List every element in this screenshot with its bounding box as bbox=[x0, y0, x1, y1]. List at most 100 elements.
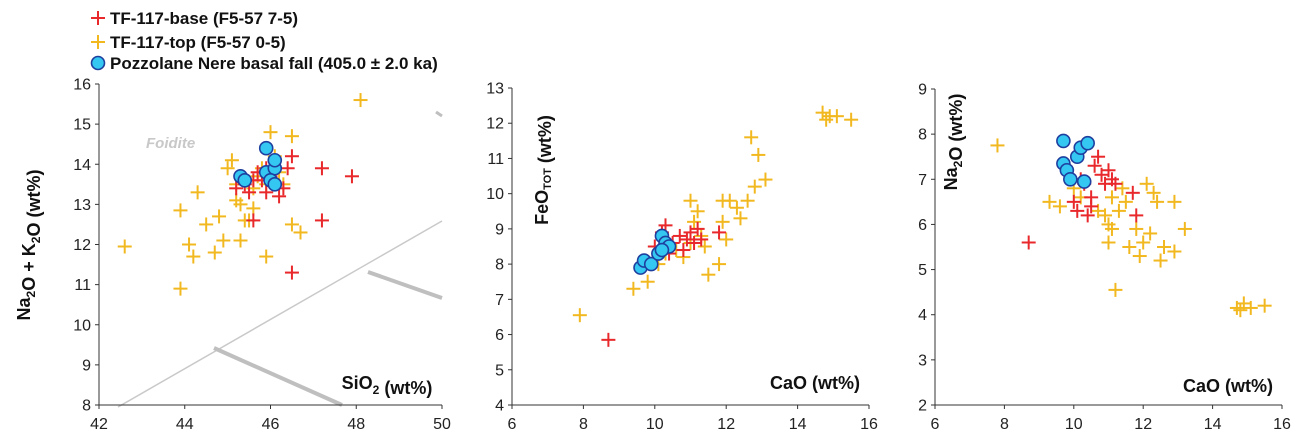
point-tf117-top bbox=[747, 179, 762, 194]
x-tick-label: 50 bbox=[433, 416, 451, 433]
y-tick-label: 13 bbox=[73, 197, 91, 214]
point-tf117-base bbox=[1070, 203, 1085, 218]
panel-feo-cao: 4 5 6 7 8 9 10 11 12 13 6 8 10 12 14 16 FeOTOT (wt%) CaO… bbox=[486, 81, 878, 434]
y-tick-label: 16 bbox=[73, 77, 91, 94]
y-tick-label: 8 bbox=[495, 257, 504, 274]
point-tf117-top bbox=[687, 214, 702, 229]
y-tick-label: 13 bbox=[486, 81, 504, 98]
point-tf117-top bbox=[1167, 194, 1182, 209]
point-tf117-top bbox=[729, 200, 744, 215]
point-tf117-base bbox=[694, 232, 709, 247]
point-tf117-base bbox=[690, 221, 705, 236]
tas-tephrite-line bbox=[213, 346, 343, 407]
legend-label-base: TF-117-base (F5-57 7-5) bbox=[110, 9, 298, 28]
y-tick-label: 4 bbox=[918, 307, 927, 324]
point-pozzolane-nere bbox=[654, 242, 670, 258]
point-tf117-top bbox=[117, 239, 132, 254]
point-tf117-top bbox=[1122, 240, 1137, 254]
point-tf117-top bbox=[733, 211, 748, 226]
point-tf117-top bbox=[722, 193, 737, 208]
point-tf117-top bbox=[284, 129, 299, 144]
point-tf117-base bbox=[229, 181, 244, 196]
point-tf117-top bbox=[751, 147, 766, 162]
point-tf117-top bbox=[212, 209, 227, 224]
y-tick-label: 9 bbox=[82, 357, 91, 374]
point-pozzolane-nere bbox=[237, 173, 253, 188]
point-tf117-base bbox=[1101, 163, 1116, 178]
point-tf117-base bbox=[1129, 208, 1144, 223]
panel-na2o-cao: 2 3 4 5 6 7 8 9 6 8 10 12 14 16 Na2O (wt%) CaO (wt%) bbox=[918, 82, 1291, 434]
point-tf117-base bbox=[344, 169, 359, 184]
point-tf117-base bbox=[672, 228, 687, 243]
point-tf117-base bbox=[284, 265, 299, 280]
point-tf117-top bbox=[758, 172, 773, 187]
point-tf117-base bbox=[601, 332, 616, 347]
point-tf117-base bbox=[687, 235, 702, 250]
point-tf117-top bbox=[690, 204, 705, 219]
legend: TF-117-base (F5-57 7-5) TF-117-top (F5-5… bbox=[90, 9, 438, 73]
x-tick-label: 14 bbox=[789, 416, 807, 433]
point-tf117-top bbox=[173, 281, 188, 296]
point-tf117-top bbox=[1177, 221, 1192, 236]
x-axis-label: SiO2 (wt%) bbox=[342, 373, 433, 398]
point-tf117-top bbox=[844, 112, 859, 127]
y-tick-label: 12 bbox=[73, 237, 91, 254]
tas-boundary-line bbox=[117, 220, 443, 408]
point-tf117-base bbox=[242, 185, 257, 200]
point-tf117-top bbox=[207, 245, 222, 260]
point-tf117-top bbox=[719, 232, 734, 247]
point-tf117-top bbox=[1111, 203, 1126, 218]
point-tf117-top bbox=[1132, 249, 1147, 264]
x-tick-label: 8 bbox=[1000, 416, 1009, 433]
point-tf117-top bbox=[822, 109, 837, 124]
point-tf117-base bbox=[683, 225, 698, 240]
legend-marker-pozz bbox=[90, 55, 106, 71]
point-tf117-top bbox=[715, 214, 730, 229]
tas-field-lines bbox=[117, 110, 443, 408]
point-tf117-top bbox=[190, 185, 205, 200]
point-tf117-base bbox=[272, 189, 287, 204]
y-tick-label: 8 bbox=[918, 127, 927, 144]
point-tf117-base bbox=[1108, 176, 1123, 191]
point-tf117-top bbox=[220, 161, 235, 176]
x-tick-label: 42 bbox=[90, 416, 108, 433]
point-tf117-top bbox=[224, 153, 239, 168]
point-tf117-top bbox=[1233, 303, 1248, 318]
x-tick-label: 10 bbox=[646, 416, 664, 433]
point-tf117-top bbox=[233, 197, 248, 212]
y-axis-label: FeOTOT (wt%) bbox=[532, 115, 555, 225]
point-pozzolane-nere bbox=[267, 152, 283, 168]
point-tf117-top bbox=[1052, 199, 1067, 214]
point-pozzolane-nere bbox=[258, 140, 274, 156]
point-tf117-base bbox=[712, 225, 727, 240]
point-tf117-top bbox=[990, 138, 1005, 153]
point-tf117-base bbox=[679, 232, 694, 247]
x-tick-label: 44 bbox=[176, 416, 194, 433]
point-tf117-top bbox=[1101, 217, 1116, 232]
legend-label-pozz: Pozzolane Nere basal fall (405.0 ± 2.0 k… bbox=[110, 54, 438, 73]
point-tf117-base bbox=[314, 213, 329, 228]
x-tick-label: 6 bbox=[508, 416, 517, 433]
point-tf117-top bbox=[1118, 194, 1133, 209]
point-tf117-base bbox=[676, 243, 691, 258]
y-tick-label: 8 bbox=[82, 398, 91, 415]
point-tf117-top bbox=[233, 233, 248, 248]
point-tf117-base bbox=[1091, 149, 1106, 164]
x-tick-label: 16 bbox=[1273, 416, 1291, 433]
y-tick-label: 9 bbox=[495, 221, 504, 238]
x-tick-label: 12 bbox=[1134, 416, 1152, 433]
point-tf117-top bbox=[284, 217, 299, 232]
point-tf117-top bbox=[216, 233, 231, 248]
point-tf117-top bbox=[819, 112, 834, 127]
point-tf117-top bbox=[626, 281, 641, 296]
point-tf117-top bbox=[1229, 300, 1244, 315]
point-pozzolane-nere bbox=[1063, 171, 1078, 187]
point-tf117-top bbox=[1143, 226, 1158, 241]
point-tf117-base bbox=[1125, 185, 1140, 200]
point-tf117-top bbox=[263, 125, 278, 140]
point-pozzolane-nere bbox=[267, 177, 283, 192]
y-tick-label: 4 bbox=[495, 398, 504, 415]
point-tf117-top bbox=[740, 193, 755, 208]
point-tf117-top bbox=[182, 237, 197, 252]
point-tf117-top bbox=[744, 130, 759, 145]
